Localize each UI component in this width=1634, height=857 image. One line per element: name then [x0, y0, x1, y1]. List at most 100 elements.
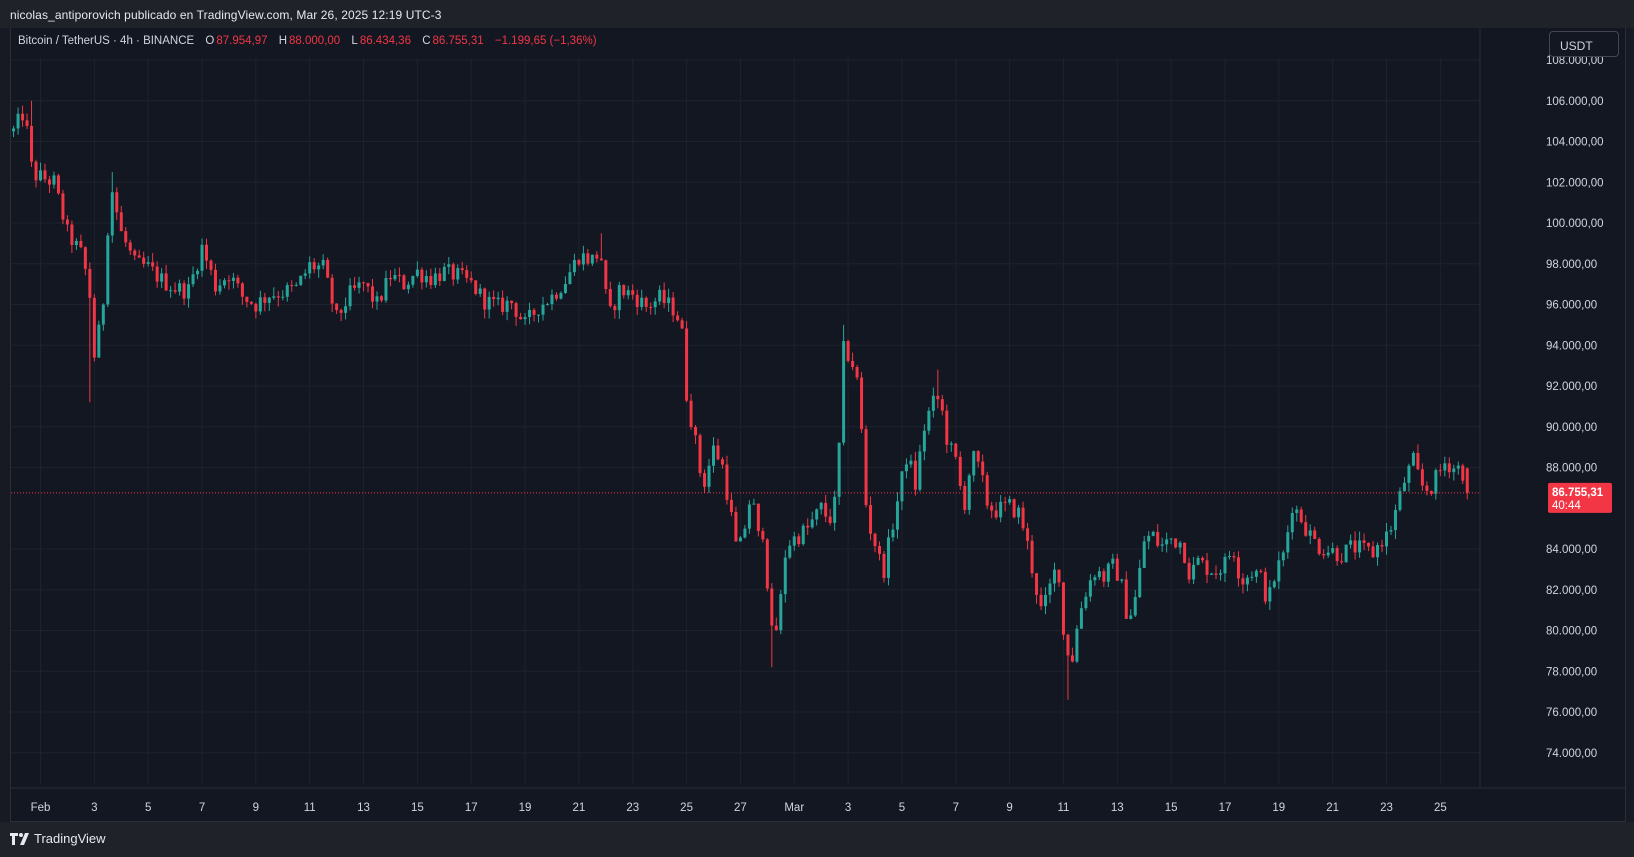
- candle-body: [1196, 557, 1200, 565]
- candle-body: [828, 516, 832, 523]
- candle-body: [967, 475, 971, 510]
- candle-body: [1187, 562, 1191, 580]
- candle-body: [1371, 546, 1375, 558]
- candle-body: [240, 283, 244, 297]
- candle-body: [963, 485, 967, 510]
- candle-body: [231, 277, 235, 281]
- candle-body: [1232, 556, 1236, 558]
- candle-body: [366, 283, 370, 287]
- candle-body: [469, 277, 473, 281]
- candle-body: [590, 254, 594, 264]
- candle-body: [1227, 556, 1231, 558]
- candle-body: [833, 496, 837, 523]
- candle-body: [1299, 509, 1303, 523]
- candle-body: [1111, 558, 1115, 564]
- price-axis-label: 80.000,00: [1546, 626, 1597, 638]
- candle-body: [330, 277, 334, 304]
- close-label: C: [422, 35, 431, 47]
- candle-body: [272, 296, 276, 298]
- candle-body: [1268, 587, 1272, 602]
- candle-body: [1290, 512, 1294, 533]
- candle-body: [1093, 577, 1097, 581]
- candle-body: [635, 294, 639, 307]
- candle-body: [541, 304, 545, 315]
- candle-body: [653, 301, 657, 308]
- candle-body: [1044, 594, 1048, 607]
- candle-body: [137, 255, 141, 258]
- price-axis-label: 96.000,00: [1546, 300, 1597, 312]
- candle-body: [1411, 453, 1415, 466]
- candle-body: [317, 265, 321, 270]
- candle-body: [1429, 490, 1433, 494]
- candle-body: [1178, 542, 1182, 548]
- candle-body: [433, 273, 437, 286]
- candle-body: [496, 297, 500, 300]
- candle-body: [1380, 544, 1384, 547]
- candle-body: [927, 410, 931, 431]
- candle-body: [460, 268, 464, 271]
- candle-body: [1277, 560, 1281, 582]
- open-label: O: [205, 35, 215, 47]
- candle-body: [1263, 571, 1267, 602]
- candle-body: [155, 266, 159, 282]
- candle-body: [1416, 453, 1420, 470]
- time-axis-label: 11: [304, 802, 316, 814]
- candle-body: [1160, 544, 1164, 546]
- candle-body: [999, 501, 1003, 518]
- candle-body: [1281, 552, 1285, 561]
- candle-body: [388, 277, 392, 280]
- candle-body: [1218, 573, 1222, 575]
- chart-pane[interactable]: [10, 28, 1626, 822]
- candle-body: [447, 264, 451, 267]
- candle-body: [581, 253, 585, 265]
- currency-button[interactable]: USDT: [1549, 31, 1619, 57]
- candle-body: [1398, 491, 1402, 510]
- candle-body: [913, 460, 917, 490]
- candle-body: [1236, 557, 1240, 579]
- price-axis-label: 108.000,00: [1546, 55, 1604, 67]
- low-value: 86.434,36: [359, 35, 411, 47]
- time-axis-label: 19: [519, 802, 532, 814]
- candle-body: [550, 294, 554, 305]
- candle-body: [119, 212, 123, 232]
- candle-body: [151, 262, 155, 267]
- candle-body: [1192, 564, 1196, 580]
- candle-body: [160, 273, 164, 282]
- candle-body: [1425, 485, 1429, 491]
- candle-body: [1245, 577, 1249, 585]
- candle-body: [187, 284, 191, 299]
- tradingview-logo[interactable]: TradingView: [10, 831, 106, 846]
- candle-body: [1057, 569, 1061, 583]
- candle-body: [1358, 540, 1362, 553]
- candle-body: [1008, 499, 1012, 503]
- time-axis-label: 21: [573, 802, 586, 814]
- candle-body: [1447, 463, 1451, 473]
- symbol-title[interactable]: Bitcoin / TetherUS · 4h · BINANCE: [18, 35, 195, 47]
- candle-body: [74, 240, 78, 246]
- candle-body: [783, 557, 787, 595]
- candle-body: [1115, 558, 1119, 581]
- candle-body: [142, 257, 146, 264]
- time-axis-label: 3: [845, 802, 851, 814]
- footer-bar: [0, 822, 1634, 857]
- candle-body: [420, 269, 424, 283]
- price-axis-label: 102.000,00: [1546, 177, 1604, 189]
- time-axis-label: Mar: [784, 802, 804, 814]
- candle-body: [712, 445, 715, 466]
- candle-body: [792, 536, 796, 546]
- candle-body: [321, 259, 325, 266]
- candle-body: [173, 290, 177, 292]
- candle-body: [294, 284, 298, 286]
- candle-body: [196, 270, 200, 275]
- candle-body: [716, 445, 720, 460]
- candle-body: [1344, 544, 1348, 563]
- candle-body: [1407, 465, 1411, 483]
- candle-body: [1205, 560, 1209, 575]
- candle-body: [1461, 465, 1465, 481]
- candle-body: [1438, 470, 1442, 472]
- candle-body: [545, 304, 549, 306]
- candle-body: [442, 266, 446, 281]
- candle-body: [169, 290, 173, 292]
- candle-body: [1165, 539, 1169, 545]
